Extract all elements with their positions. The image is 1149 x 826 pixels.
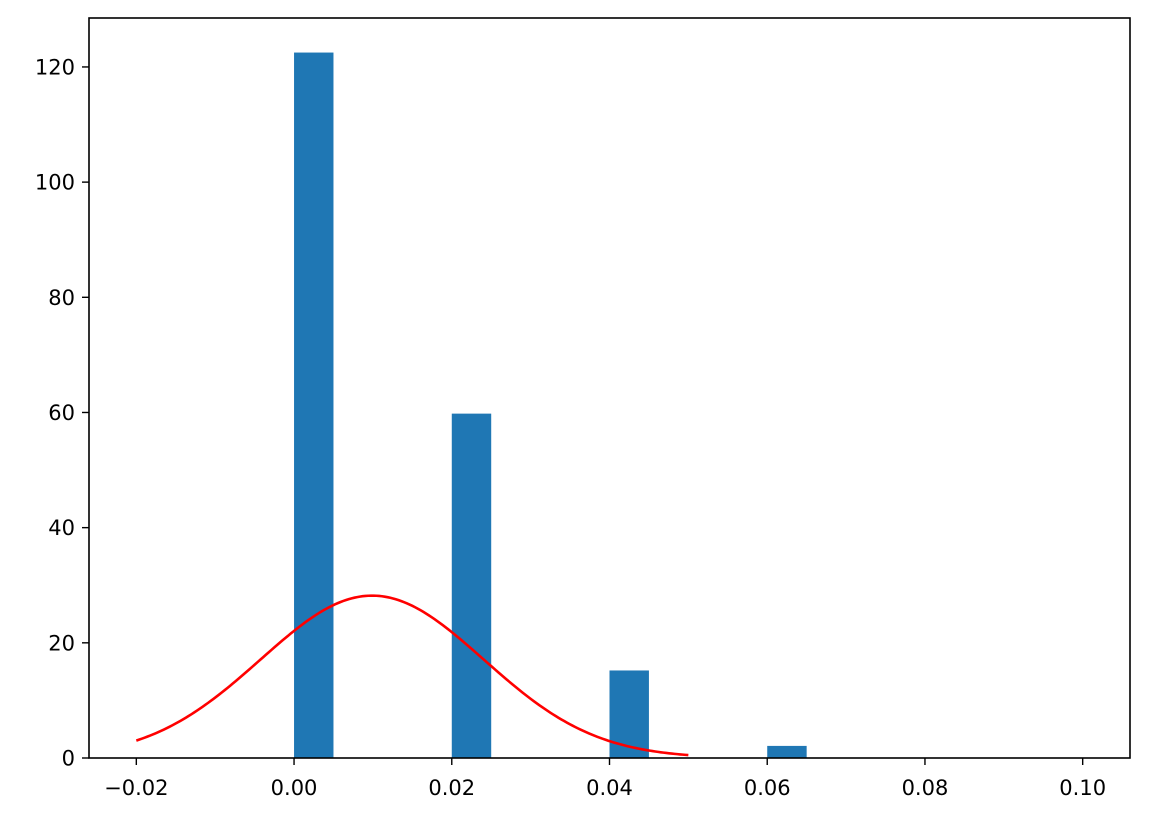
plot-frame	[88, 17, 1131, 759]
y-tick-label: 120	[35, 55, 75, 79]
y-tick-label: 100	[35, 171, 75, 195]
histogram-bar	[294, 52, 334, 758]
histogram-bar	[451, 413, 492, 758]
x-tick-label: 0.00	[271, 776, 318, 800]
histogram-bar	[767, 745, 807, 758]
histogram-bar	[609, 670, 649, 758]
x-tick-label: 0.10	[1059, 776, 1106, 800]
y-tick-label: 20	[48, 631, 75, 655]
x-tick-label: 0.06	[744, 776, 791, 800]
x-tick-label: 0.08	[902, 776, 949, 800]
x-tick-label: 0.04	[586, 776, 633, 800]
curve-layer	[135, 594, 689, 757]
y-axis: 0 20 40 60 80 100 120	[35, 55, 89, 771]
y-tick-label: 40	[48, 516, 75, 540]
y-tick-label: 60	[48, 401, 75, 425]
x-tick-label: 0.02	[428, 776, 475, 800]
y-tick-label: 0	[62, 747, 75, 771]
x-tick-label: −0.02	[104, 776, 168, 800]
density-curve	[135, 594, 689, 757]
y-tick-label: 80	[48, 286, 75, 310]
x-axis: −0.02 0.00 0.02 0.04 0.06 0.08 0.10	[104, 758, 1106, 800]
bars-layer	[294, 52, 807, 758]
